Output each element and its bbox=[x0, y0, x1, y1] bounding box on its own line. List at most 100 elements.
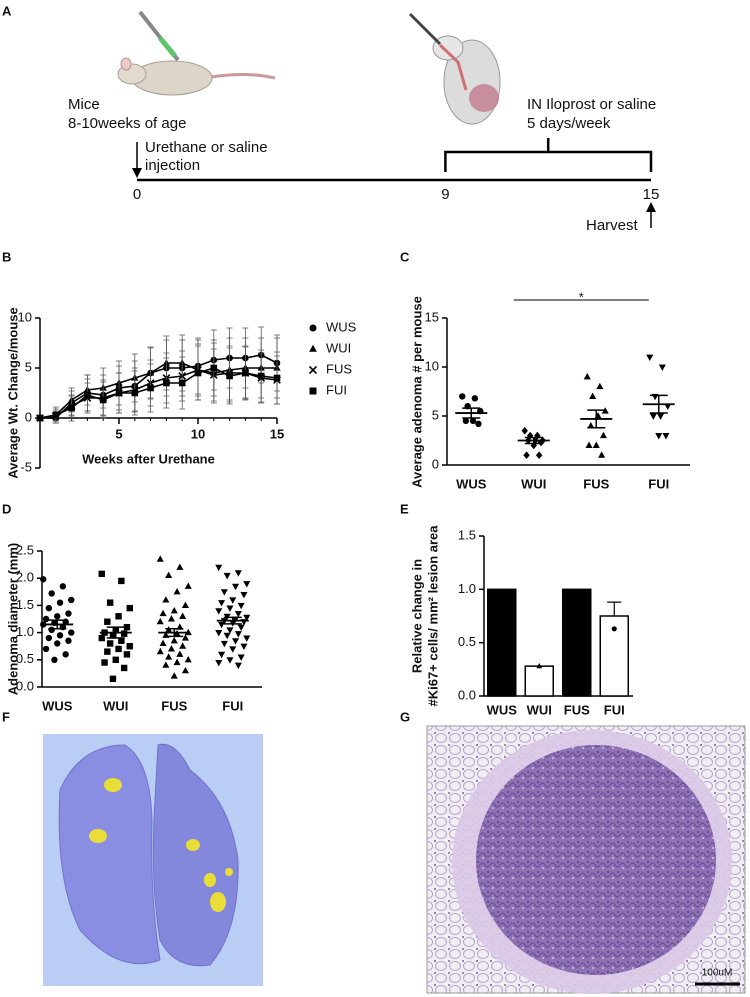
error-bar bbox=[223, 616, 242, 625]
timeline-text: Mice bbox=[68, 96, 100, 113]
marker bbox=[181, 634, 189, 641]
y-tick-label: 10 bbox=[425, 358, 439, 373]
marker bbox=[56, 599, 64, 606]
marker bbox=[109, 675, 117, 683]
marker bbox=[54, 640, 61, 647]
marker bbox=[210, 364, 218, 372]
marker bbox=[585, 441, 593, 448]
x-tick-label: FUI bbox=[648, 476, 669, 491]
marker bbox=[123, 651, 131, 658]
marker bbox=[123, 623, 131, 631]
marker bbox=[147, 384, 154, 392]
marker bbox=[536, 663, 543, 669]
marker bbox=[68, 596, 75, 604]
marker bbox=[162, 661, 170, 668]
legend-label: FUS bbox=[326, 361, 352, 376]
marker bbox=[649, 413, 657, 420]
y-tick-label: 2.5 bbox=[16, 542, 34, 557]
bar bbox=[487, 588, 517, 697]
y-axis-label: #Ki67+ cells/ mm² lesion area bbox=[425, 525, 440, 707]
error-bar bbox=[48, 619, 67, 630]
marker bbox=[163, 379, 170, 387]
treatment-bracket bbox=[444, 138, 653, 172]
marker bbox=[104, 618, 111, 625]
marker bbox=[167, 615, 175, 622]
y-tick-label: -5 bbox=[20, 459, 32, 474]
marker bbox=[237, 654, 245, 661]
marker bbox=[165, 653, 173, 660]
error-bar bbox=[524, 436, 543, 445]
marker bbox=[118, 637, 125, 644]
marker bbox=[65, 637, 72, 644]
marker bbox=[471, 395, 479, 402]
timeline-tick-label: 0 bbox=[133, 186, 141, 203]
marker bbox=[459, 393, 466, 400]
marker bbox=[237, 624, 245, 631]
marker bbox=[48, 626, 55, 634]
marker bbox=[98, 634, 105, 642]
x-tick-label: WUS bbox=[42, 698, 73, 713]
marker bbox=[223, 632, 231, 640]
timeline-text: Harvest bbox=[586, 217, 639, 234]
marker bbox=[156, 647, 164, 655]
y-tick-label: 2.0 bbox=[16, 570, 34, 585]
arrow-head bbox=[646, 202, 656, 212]
y-tick-label: 0.5 bbox=[458, 634, 476, 649]
marker bbox=[657, 413, 665, 420]
marker bbox=[131, 389, 139, 397]
histology-image bbox=[426, 725, 746, 994]
marker bbox=[599, 431, 607, 439]
panel-label: E bbox=[400, 501, 409, 516]
marker bbox=[162, 596, 170, 603]
bar bbox=[562, 588, 592, 697]
marker bbox=[173, 658, 181, 666]
marker bbox=[176, 650, 184, 657]
marker bbox=[48, 590, 55, 597]
marker bbox=[115, 613, 122, 620]
marker bbox=[40, 576, 47, 583]
marker bbox=[220, 589, 228, 596]
marker bbox=[462, 417, 470, 425]
marker bbox=[106, 640, 114, 647]
marker bbox=[218, 600, 226, 607]
marker bbox=[156, 555, 164, 562]
x-tick-label: 15 bbox=[270, 426, 284, 441]
marker bbox=[223, 572, 231, 580]
panel-label: B bbox=[2, 249, 11, 264]
marker bbox=[234, 662, 242, 670]
marker bbox=[234, 611, 242, 618]
marker bbox=[215, 564, 223, 572]
timeline-text: injection bbox=[145, 157, 200, 174]
marker bbox=[215, 608, 223, 615]
legend-marker bbox=[309, 324, 317, 332]
marker bbox=[521, 426, 528, 435]
timeline-tick-label: 9 bbox=[441, 186, 449, 203]
legend-label: WUI bbox=[326, 340, 351, 355]
marker bbox=[184, 582, 192, 589]
marker bbox=[587, 421, 595, 429]
marker bbox=[226, 657, 234, 664]
marker bbox=[68, 629, 75, 636]
marker bbox=[159, 609, 167, 617]
marker bbox=[173, 587, 181, 595]
marker bbox=[115, 389, 123, 397]
marker bbox=[218, 651, 226, 659]
marker bbox=[218, 621, 226, 629]
mouse-illustration bbox=[408, 12, 501, 125]
y-tick-label: 0 bbox=[432, 456, 439, 471]
legend-label: FUI bbox=[326, 382, 347, 397]
marker bbox=[68, 404, 75, 412]
scale-bar-label: 100uM bbox=[702, 968, 733, 979]
marker bbox=[184, 655, 192, 663]
marker bbox=[596, 382, 604, 390]
y-tick-label: 15 bbox=[425, 309, 439, 324]
y-tick-label: 1.5 bbox=[16, 597, 34, 612]
marker bbox=[526, 431, 534, 440]
marker bbox=[36, 414, 44, 422]
y-tick-label: 5 bbox=[432, 407, 439, 422]
marker bbox=[240, 591, 248, 599]
marker bbox=[56, 632, 64, 639]
marker bbox=[156, 617, 164, 625]
marker bbox=[226, 372, 233, 380]
